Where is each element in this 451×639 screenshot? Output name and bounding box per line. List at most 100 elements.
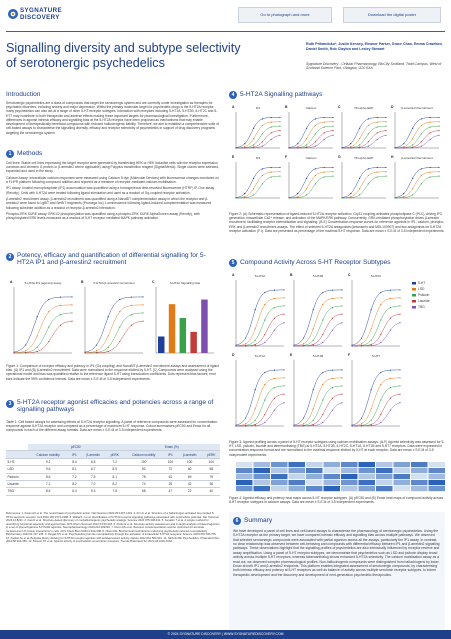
- table-cell: 69: [176, 473, 203, 481]
- plot-curve: [293, 402, 343, 427]
- heatmap-cell: [358, 480, 375, 486]
- mini-plot: [235, 112, 281, 149]
- table-cell: 42: [176, 480, 203, 489]
- table-header: IP1: [164, 450, 177, 459]
- plot-curve: [288, 167, 334, 198]
- heatmap-cell: [271, 468, 288, 474]
- plot-bar: [168, 304, 176, 353]
- plot-curve: [341, 125, 387, 149]
- plot-curve: [394, 167, 440, 198]
- plot-curve: [13, 312, 73, 354]
- plot-point: [142, 320, 144, 322]
- figure-caption: Figure 3: Agonist profiling across a pan…: [229, 440, 445, 457]
- plot-curve: [351, 402, 401, 427]
- panel-title: 5-HT2A Signalling bias: [169, 281, 201, 285]
- plot-point: [235, 197, 237, 199]
- mini-plot: [13, 287, 73, 354]
- heatmap-cell: [288, 468, 305, 474]
- heatmap-cell: [376, 462, 393, 468]
- plot-curve: [235, 377, 285, 427]
- panel-letter: C: [338, 105, 341, 109]
- plot-curve: [235, 289, 285, 346]
- heatmap-cell: [428, 462, 445, 468]
- table-cell: 83: [123, 465, 164, 474]
- table-cell: 8.6: [27, 487, 69, 496]
- table-cell: 8.2: [106, 480, 124, 489]
- panel-letter: F: [285, 155, 288, 159]
- footer: © 2024 SYGNATURE DISCOVERY | WWW.SYGNATU…: [167, 631, 284, 636]
- table-cell: 8.1: [106, 473, 124, 481]
- plot-point: [341, 377, 343, 379]
- table-cell: 8.9: [106, 465, 124, 474]
- photo-button[interactable]: Go to photograph and more: [238, 7, 332, 23]
- plot-curve: [351, 289, 401, 346]
- plot-curve: [293, 289, 343, 346]
- heatmap-cell: [306, 462, 323, 468]
- section-number: 3: [6, 400, 14, 408]
- legend-label: Lisuride: [418, 299, 430, 303]
- table-cell: 79: [202, 473, 220, 481]
- mini-plot: [288, 112, 334, 149]
- plot-curve: [394, 117, 440, 148]
- panel-title: Calcium: [305, 156, 317, 160]
- plot-point: [341, 197, 343, 199]
- header-rule: [6, 31, 445, 32]
- heatmap-cell: [358, 468, 375, 474]
- section-heading: Compound Activity Across 5-HT Receptor S…: [240, 259, 391, 266]
- panel-title: 5-HT2B: [312, 274, 324, 278]
- panel-letter: B: [81, 280, 84, 284]
- mini-plot: [235, 280, 285, 347]
- heatmap-cell: [376, 468, 393, 474]
- mini-plot: [288, 162, 334, 199]
- table-cell: 25: [164, 480, 177, 489]
- heatmap-cell: [323, 480, 340, 486]
- table-group-header: pEC50: [27, 444, 124, 452]
- mini-plot: [394, 162, 440, 199]
- panel-title: Phospho-ERK: [354, 106, 374, 110]
- table-cell: 8.7: [80, 465, 106, 474]
- plot-bar: [179, 318, 187, 353]
- section-number: 4: [229, 91, 237, 99]
- heatmap-cell: [288, 474, 305, 480]
- heatmap-cell: [341, 462, 358, 468]
- plot-curve: [351, 305, 401, 347]
- heatmap-cell: [236, 480, 253, 486]
- plot-point: [332, 175, 334, 177]
- plot-point: [438, 125, 440, 127]
- heatmap-cell: [306, 480, 323, 486]
- heatmap-cell: [341, 480, 358, 486]
- table-cell: 7.2: [106, 458, 124, 467]
- plot-curve: [235, 171, 281, 199]
- title: Signalling diversity and subtype selecti…: [6, 41, 306, 71]
- heatmap-cell: [288, 480, 305, 486]
- intro-body: Serotonergic psychedelics are a class of…: [6, 101, 220, 135]
- figure-caption: Figure 2: (A) Schematic representation o…: [229, 212, 445, 233]
- table-cell: 7.1: [27, 480, 69, 489]
- plot-point: [394, 197, 396, 199]
- plot-curve: [293, 297, 343, 347]
- results-table: pEC50 Emax (%) Calcium mobility IP1 β-arrest…: [6, 444, 220, 496]
- panel-letter: D: [232, 353, 235, 357]
- panel-title: Phospho-ERK: [354, 156, 374, 160]
- plot-curve: [235, 121, 281, 149]
- heatmap-cell: [288, 462, 305, 468]
- footer-bar: [0, 630, 451, 639]
- panel-letter: D: [391, 105, 394, 109]
- plot-curve: [13, 296, 73, 353]
- section-heading: Summary: [244, 517, 273, 524]
- table-header: β-arrestin: [176, 450, 203, 459]
- panel-letter: C: [348, 273, 351, 277]
- panel-title: 5-HT1A: [254, 354, 266, 358]
- table-cell: TBG: [6, 487, 28, 496]
- download-button[interactable]: Download the digital poster: [343, 7, 441, 23]
- methods-paragraph: IP1 assay: Inositol monophosphate (IP1) …: [6, 186, 215, 195]
- plot-curve: [13, 320, 73, 354]
- panel-title: IP1: [255, 106, 261, 110]
- table-cell: 9.6: [27, 465, 69, 474]
- panel-title: β-arrestin2 Recruitment: [401, 106, 433, 110]
- mini-plot: [341, 162, 387, 199]
- panel-letter: F: [348, 353, 351, 357]
- plot-bar: [190, 331, 197, 353]
- table-header: [6, 450, 28, 459]
- affiliation: Sygnature Discovery - Cellular Pharmacol…: [306, 62, 442, 71]
